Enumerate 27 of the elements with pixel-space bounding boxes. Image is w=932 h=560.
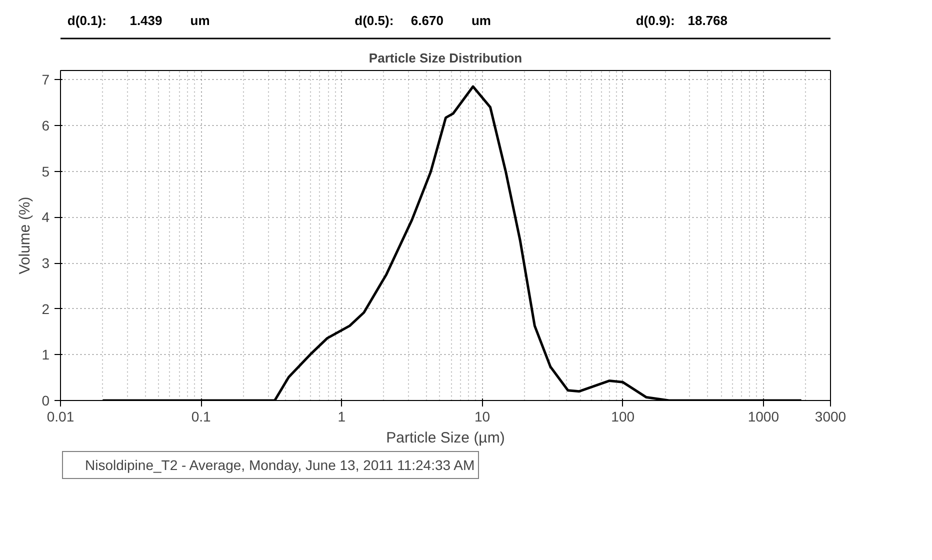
y-tick-label: 6 (42, 118, 50, 134)
text: d(0.5): (354, 13, 394, 28)
text: 6.670 (410, 13, 444, 28)
text: um (190, 13, 210, 28)
text: um (471, 13, 491, 28)
chart-title: Particle Size Distribution (368, 50, 522, 66)
text: Nisoldipine_T2 - Average, Monday, June 13, 2011 11:24:33 AM (85, 457, 475, 473)
text: 1.439 (130, 13, 162, 28)
x-tick-label: 3000 (814, 408, 846, 424)
x-tick-label: 10 (474, 408, 490, 424)
y-tick-label: 1 (42, 346, 50, 363)
y-axis-title: Volume (%) (16, 196, 34, 274)
x-axis-title: Particle Size (µm) (386, 430, 505, 446)
y-tick-label: 7 (42, 72, 50, 88)
text: d(0.1): (67, 13, 106, 28)
x-tick-label: 0.1 (191, 408, 212, 424)
x-tick-label: 1000 (748, 408, 780, 424)
y-tick-label: 4 (42, 209, 50, 226)
text: 18.768 (688, 13, 728, 28)
x-tick-label: 100 (611, 408, 635, 424)
x-tick-label: 1 (338, 408, 346, 424)
y-tick-label: 5 (42, 163, 50, 180)
y-tick-label: 0 (42, 392, 50, 408)
y-tick-label: 2 (42, 300, 50, 317)
text: d(0.9): (636, 13, 675, 28)
x-tick-label: 0.01 (46, 408, 74, 424)
y-tick-label: 3 (42, 255, 50, 271)
